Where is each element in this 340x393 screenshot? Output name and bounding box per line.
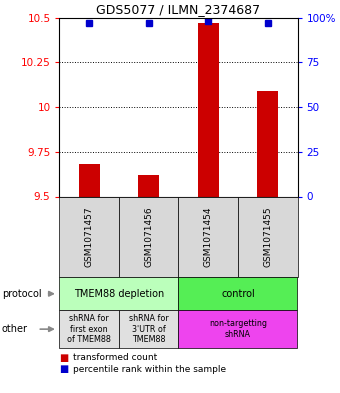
Text: percentile rank within the sample: percentile rank within the sample — [73, 365, 226, 374]
Text: transformed count: transformed count — [73, 353, 157, 362]
Text: control: control — [221, 289, 255, 299]
Bar — [79, 164, 100, 196]
Bar — [138, 175, 159, 196]
Text: GSM1071457: GSM1071457 — [85, 206, 94, 267]
Bar — [198, 23, 219, 196]
Text: GSM1071455: GSM1071455 — [263, 206, 272, 267]
Text: ■: ■ — [59, 353, 69, 363]
Text: non-targetting
shRNA: non-targetting shRNA — [209, 320, 267, 339]
Text: GSM1071454: GSM1071454 — [204, 207, 213, 267]
Bar — [257, 91, 278, 196]
Title: GDS5077 / ILMN_2374687: GDS5077 / ILMN_2374687 — [97, 4, 260, 17]
Text: other: other — [2, 324, 28, 334]
Text: shRNA for
first exon
of TMEM88: shRNA for first exon of TMEM88 — [67, 314, 111, 344]
Text: TMEM88 depletion: TMEM88 depletion — [74, 289, 164, 299]
Text: GSM1071456: GSM1071456 — [144, 206, 153, 267]
Text: ■: ■ — [59, 364, 69, 375]
Text: shRNA for
3'UTR of
TMEM88: shRNA for 3'UTR of TMEM88 — [129, 314, 169, 344]
Text: protocol: protocol — [2, 289, 41, 299]
